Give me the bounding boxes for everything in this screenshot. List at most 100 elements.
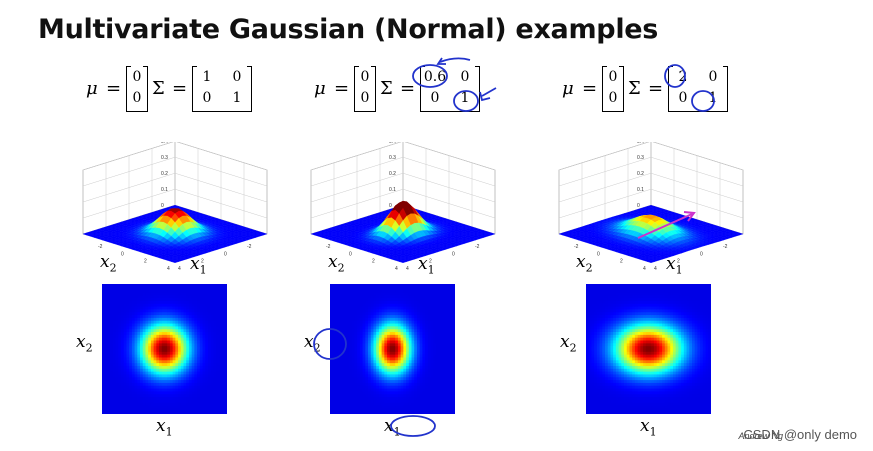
sigma-value: 0	[460, 69, 470, 85]
axis-var: x	[328, 252, 338, 272]
sigma-symbol: Σ	[152, 78, 165, 99]
grid-line	[82, 188, 268, 219]
x2-axis-label-3d: x2	[100, 252, 117, 274]
bracket-mask	[607, 66, 619, 112]
grid-line	[558, 142, 744, 171]
grid-line	[82, 172, 268, 203]
formula: μ = 0 0 Σ = 0.6 0 0 1	[308, 64, 568, 120]
x1-axis-label-3d: x1	[190, 254, 207, 276]
heatmap-cells	[586, 284, 711, 414]
axis-sub: 1	[393, 425, 401, 439]
z-tick-label: 0.1	[637, 187, 644, 193]
grid-line	[82, 156, 268, 187]
z-tick-label: 0.4	[161, 142, 168, 145]
bracket-mask	[197, 66, 247, 112]
z-tick-label: 0	[389, 203, 392, 209]
sigma-symbol: Σ	[628, 78, 641, 99]
equals-sign: =	[172, 78, 188, 99]
y-tick-label: 0	[597, 251, 600, 257]
x-tick-label: 2	[677, 259, 680, 265]
axis-sub: 1	[649, 425, 657, 439]
y-tick-label: 2	[144, 259, 147, 265]
heatmap-cells	[330, 284, 455, 414]
z-tick-label: 0.3	[637, 155, 644, 161]
heatmap-cells	[102, 284, 227, 414]
bracket-mask	[131, 66, 143, 112]
mu-value: 0	[608, 90, 618, 106]
mu-value: 0	[360, 90, 370, 106]
grid-line	[310, 172, 496, 203]
sigma-matrix: 0.6 0 0 1	[420, 66, 480, 112]
panel-3: μ=00Σ=20010.40.30.20.10-4-4-2-2002244x2x…	[556, 56, 816, 446]
x-tick-label: 4	[178, 266, 181, 272]
axis-sub: 1	[165, 425, 173, 439]
axis-sub: 2	[313, 341, 321, 355]
bracket-mask	[359, 66, 371, 112]
axis-var: x	[576, 252, 586, 272]
equals-sign: =	[648, 78, 664, 99]
grid-line	[558, 156, 744, 187]
sigma-value: 0	[678, 90, 688, 106]
panel-1: μ=00Σ=10010.40.30.20.10-4-4-2-2002244x2x…	[76, 56, 340, 446]
z-tick-label: 0.1	[161, 187, 168, 193]
grid-line	[310, 142, 496, 171]
axis-sub: 2	[569, 341, 577, 355]
axis-sub: 1	[427, 263, 435, 277]
x2-axis-label-heatmap: x2	[304, 332, 321, 354]
x-tick-label: -2	[247, 244, 252, 250]
x1-axis-label-heatmap: x1	[156, 416, 173, 438]
x-tick-label: -2	[475, 244, 480, 250]
grid-line	[310, 188, 496, 219]
slide-title: Multivariate Gaussian (Normal) examples	[38, 14, 659, 45]
z-tick-label: 0.1	[389, 187, 396, 193]
sigma-value: 0	[232, 69, 242, 85]
x-tick-label: 0	[224, 251, 227, 257]
axis-sub: 1	[675, 263, 683, 277]
sigma-value: 1	[232, 90, 242, 106]
heatmap-plot	[330, 284, 455, 414]
y-tick-label: 0	[349, 251, 352, 257]
watermark: CSDN @only demo	[743, 427, 857, 442]
equals-sign: =	[400, 78, 416, 99]
x2-axis-label-heatmap: x2	[560, 332, 577, 354]
x1-axis-label-heatmap: x1	[640, 416, 657, 438]
y-tick-label: 0	[121, 251, 124, 257]
x1-axis-label-heatmap: x1	[384, 416, 401, 438]
sigma-value: 1	[708, 90, 718, 106]
z-tick-label: 0.2	[389, 171, 396, 177]
x-tick-label: -2	[723, 244, 728, 250]
equals-sign: =	[334, 78, 350, 99]
x-tick-label: 0	[700, 251, 703, 257]
axis-var: x	[304, 332, 314, 352]
mu-value: 0	[132, 90, 142, 106]
surface-mesh	[310, 200, 496, 263]
x-tick-label: 2	[429, 259, 432, 265]
x-tick-label: 4	[406, 266, 409, 272]
sigma-value: 0.6	[423, 69, 447, 85]
x-tick-label: 0	[452, 251, 455, 257]
grid-line	[310, 156, 496, 187]
y-tick-label: -2	[98, 244, 103, 250]
x-tick-label: 2	[201, 259, 204, 265]
mu-value: 0	[360, 69, 370, 85]
y-tick-label: 4	[395, 266, 398, 272]
axis-sub: 2	[85, 341, 93, 355]
mu-symbol: μ	[562, 78, 574, 99]
y-tick-label: 4	[167, 266, 170, 272]
heatmap-plot	[586, 284, 711, 414]
sigma-value: 0	[202, 90, 212, 106]
sigma-value: 1	[460, 90, 470, 106]
sigma-symbol: Σ	[380, 78, 393, 99]
x1-axis-label-3d: x1	[666, 254, 683, 276]
axis-var: x	[100, 252, 110, 272]
axis-sub: 2	[337, 261, 345, 275]
axis-var: x	[76, 332, 86, 352]
axis-var: x	[418, 254, 428, 274]
y-tick-label: -2	[326, 244, 331, 250]
y-tick-label: 4	[643, 266, 646, 272]
formula: μ = 0 0 Σ = 1 0 0 1	[80, 64, 340, 120]
mu-symbol: μ	[314, 78, 326, 99]
